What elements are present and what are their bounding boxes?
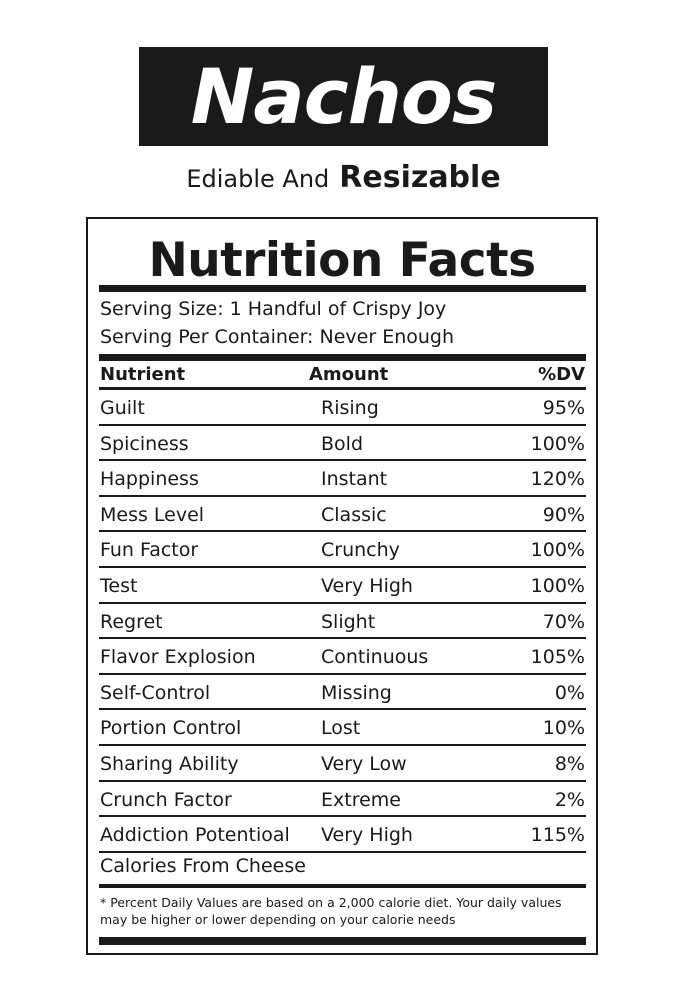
calories-divider	[99, 884, 586, 888]
nutrient-amount: Lost	[321, 717, 361, 740]
nutrition-facts-title: Nutrition Facts	[148, 233, 536, 288]
nutrient-dv: 100%	[530, 432, 585, 455]
column-header-dv: %DV	[538, 364, 585, 385]
table-row: Test Very High 100%	[99, 568, 586, 604]
serving-divider	[99, 354, 586, 361]
nutrient-amount: Classic	[321, 503, 387, 526]
nutrient-name: Crunch Factor	[100, 788, 232, 811]
nutrient-dv: 95%	[542, 397, 585, 419]
nutrient-dv: 100%	[530, 574, 585, 597]
nutrient-amount: Bold	[321, 432, 363, 455]
nutrient-amount: Continuous	[321, 646, 429, 669]
nutrient-name: Mess Level	[100, 503, 205, 526]
table-row: Self-Control Missing 0%	[99, 675, 586, 711]
table-row: Crunch Factor Extreme 2%	[99, 782, 586, 818]
nutrient-amount: Slight	[321, 610, 376, 633]
nutrient-dv: 120%	[530, 468, 585, 491]
nutrient-table: Guilt Rising 95% Spiciness Bold 100% Happiness…	[99, 390, 586, 853]
table-row: Mess Level Classic 90%	[99, 497, 586, 533]
nutrient-dv: 115%	[530, 824, 585, 847]
column-header-nutrient: Nutrient	[100, 364, 186, 385]
nutrient-amount: Crunchy	[321, 539, 400, 562]
nutrient-dv: 90%	[542, 503, 585, 526]
nutrient-name: Spiciness	[100, 432, 189, 455]
nutrient-dv: 10%	[542, 717, 585, 740]
title-divider	[99, 285, 586, 292]
nutrient-dv: 2%	[554, 788, 585, 811]
subtitle-bold: Resizable	[339, 160, 501, 195]
nutrient-name: Self-Control	[100, 681, 211, 704]
nutrient-dv: 100%	[530, 539, 585, 562]
nutrient-name: Regret	[100, 610, 163, 633]
nutrient-dv: 70%	[542, 610, 585, 633]
table-row: Regret Slight 70%	[99, 604, 586, 640]
table-row: Addiction Potentioal Very High 115%	[99, 817, 586, 853]
footnote: * Percent Daily Values are based on a 2,…	[100, 895, 562, 927]
nutrient-amount: Rising	[321, 397, 379, 419]
bottom-bar	[99, 937, 586, 945]
nutrient-amount: Very High	[321, 574, 413, 597]
nutrient-dv: 105%	[530, 646, 585, 669]
nutrient-amount: Extreme	[321, 788, 401, 811]
table-row: Happiness Instant 120%	[99, 461, 586, 497]
column-header-amount: Amount	[309, 364, 389, 385]
nutrient-name: Flavor Explosion	[100, 646, 256, 669]
subtitle-light: Ediable And	[186, 165, 330, 193]
nutrient-name: Sharing Ability	[100, 752, 239, 775]
table-row: Flavor Explosion Continuous 105%	[99, 639, 586, 675]
nutrient-amount: Very Low	[321, 752, 407, 775]
calories-label: Calories From Cheese	[100, 855, 306, 877]
nutrition-label: Nutrition Facts Serving Size: 1 Handful …	[86, 217, 598, 955]
header-divider	[99, 387, 586, 390]
table-row: Portion Control Lost 10%	[99, 710, 586, 746]
table-row: Spiciness Bold 100%	[99, 426, 586, 462]
column-header-row: Nutrient Amount %DV	[99, 362, 586, 388]
table-row: Fun Factor Crunchy 100%	[99, 532, 586, 568]
nutrient-amount: Very High	[321, 824, 413, 847]
nutrient-amount: Instant	[321, 468, 388, 491]
nutrient-name: Happiness	[100, 468, 199, 491]
nutrient-amount: Missing	[321, 681, 392, 704]
serving-size: Serving Size: 1 Handful of Crispy Joy	[100, 298, 447, 320]
nutrient-name: Test	[100, 574, 138, 597]
product-title: Nachos	[139, 47, 548, 146]
nutrient-name: Fun Factor	[100, 539, 199, 562]
table-row: Guilt Rising 95%	[99, 390, 586, 426]
servings-per-container: Serving Per Container: Never Enough	[100, 326, 455, 348]
nutrient-name: Guilt	[100, 397, 145, 419]
calories-row: Calories From Cheese	[99, 855, 586, 885]
table-row: Sharing Ability Very Low 8%	[99, 746, 586, 782]
nutrient-name: Addiction Potentioal	[100, 824, 290, 847]
nutrient-dv: 8%	[554, 752, 585, 775]
product-subtitle: Ediable And Resizable	[0, 160, 687, 200]
nutrient-dv: 0%	[554, 681, 585, 704]
nutrient-name: Portion Control	[100, 717, 242, 740]
